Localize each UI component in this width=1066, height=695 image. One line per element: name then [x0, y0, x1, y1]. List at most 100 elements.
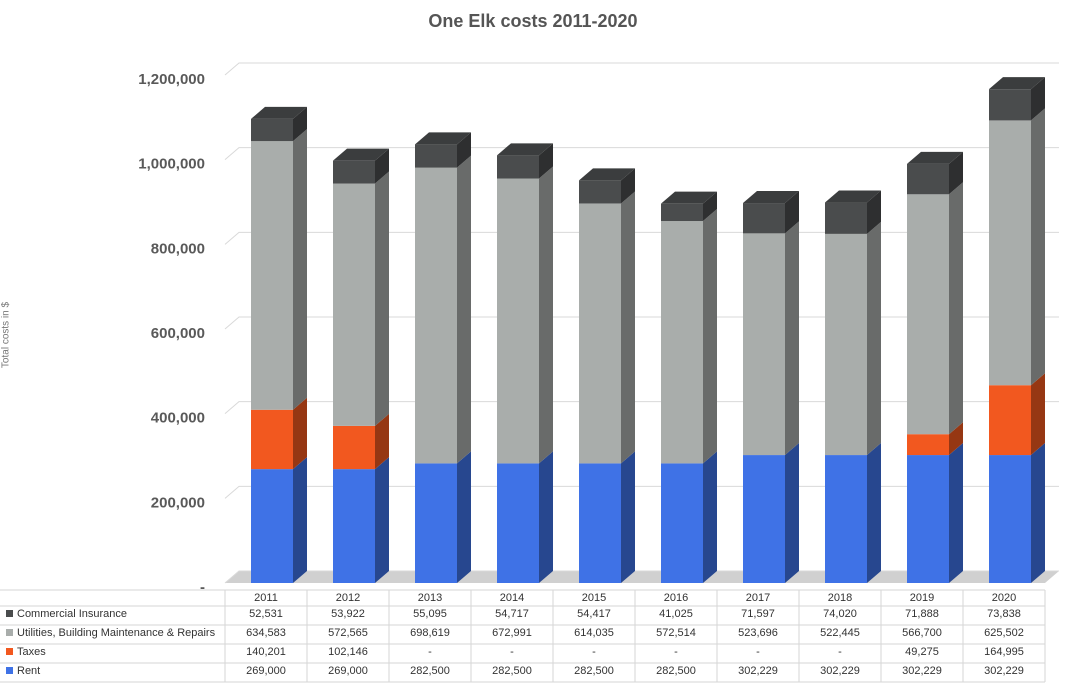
table-cell: 625,502: [984, 627, 1024, 639]
bar-side: [293, 457, 307, 583]
table-cell: 74,020: [823, 608, 857, 620]
bar-side: [293, 129, 307, 410]
bar-top: [497, 143, 553, 156]
grid-line: [224, 147, 1059, 161]
bar-side: [1031, 77, 1045, 121]
bar-side: [621, 168, 635, 204]
bar-side: [457, 451, 471, 583]
bar-top: [579, 168, 635, 181]
bar-side: [293, 397, 307, 470]
table-cell: 282,500: [656, 665, 696, 677]
x-tick-label: 2012: [336, 592, 360, 604]
table-cell: 71,888: [905, 608, 939, 620]
bar-side: [785, 221, 799, 456]
y-tick-label: 800,000: [151, 240, 205, 257]
x-tick-label: 2018: [828, 592, 852, 604]
legend-label: Rent: [17, 665, 40, 677]
bar: [579, 180, 621, 204]
y-axis-label: Total costs in $: [1, 301, 12, 368]
bar-top: [907, 151, 963, 164]
bar: [743, 233, 785, 456]
table-cell: 302,229: [902, 665, 942, 677]
bar-side: [785, 443, 799, 583]
bar-side: [539, 143, 553, 179]
bar: [989, 89, 1031, 121]
bar: [907, 163, 949, 195]
bar: [907, 194, 949, 435]
bar: [497, 178, 539, 464]
table-cell: 73,838: [987, 608, 1021, 620]
y-tick-label: 400,000: [151, 410, 205, 427]
bar: [251, 409, 293, 470]
table-cell: 572,514: [656, 627, 696, 639]
bar-side: [375, 457, 389, 583]
legend-label: Utilities, Building Maintenance & Repair…: [17, 627, 216, 639]
bar-top: [251, 106, 307, 119]
table-cell: -: [592, 646, 596, 658]
table-cell: 55,095: [413, 608, 447, 620]
bar-side: [949, 182, 963, 435]
y-tick-label: 600,000: [151, 325, 205, 342]
table-cell: 71,597: [741, 608, 775, 620]
table-cell: 282,500: [492, 665, 532, 677]
table-cell: 614,035: [574, 627, 614, 639]
bar-top: [989, 77, 1045, 90]
bar: [661, 203, 703, 222]
table-cell: 522,445: [820, 627, 860, 639]
bar: [333, 183, 375, 426]
bar-top: [743, 191, 799, 204]
bar: [415, 167, 457, 464]
bar: [907, 455, 949, 583]
bar-side: [375, 148, 389, 184]
bar: [743, 455, 785, 583]
table-cell: 698,619: [410, 627, 450, 639]
legend-swatch: [6, 629, 13, 636]
x-tick-label: 2016: [664, 592, 688, 604]
y-tick-label: 1,000,000: [138, 156, 205, 173]
bar-side: [621, 191, 635, 464]
bar: [579, 203, 621, 464]
legend-swatch: [6, 610, 13, 617]
x-tick-label: 2014: [500, 592, 524, 604]
legend-label: Taxes: [17, 646, 46, 658]
bar-side: [1031, 443, 1045, 583]
table-cell: 269,000: [328, 665, 368, 677]
table-cell: -: [756, 646, 760, 658]
table-cell: 54,717: [495, 608, 529, 620]
table-cell: 54,417: [577, 608, 611, 620]
legend-swatch: [6, 667, 13, 674]
bar: [251, 118, 293, 142]
bar: [989, 120, 1031, 386]
bar: [989, 455, 1031, 583]
bar-side: [457, 155, 471, 464]
table-cell: -: [428, 646, 432, 658]
table-cell: 672,991: [492, 627, 532, 639]
table-cell: -: [674, 646, 678, 658]
bar: [661, 463, 703, 583]
x-tick-label: 2017: [746, 592, 770, 604]
bar: [825, 202, 867, 234]
table-cell: 634,583: [246, 627, 286, 639]
bar: [989, 385, 1031, 456]
bar-side: [293, 106, 307, 142]
bar-side: [867, 443, 881, 583]
bar-side: [539, 166, 553, 464]
bar-side: [539, 451, 553, 583]
bar: [661, 221, 703, 464]
bar-side: [867, 190, 881, 234]
bar-side: [949, 422, 963, 456]
table-cell: 164,995: [984, 646, 1024, 658]
grid-line: [224, 62, 1059, 76]
table-cell: 302,229: [738, 665, 778, 677]
bar-side: [457, 132, 471, 168]
table-cell: 282,500: [574, 665, 614, 677]
table-cell: 523,696: [738, 627, 778, 639]
bar: [907, 434, 949, 456]
table-cell: 269,000: [246, 665, 286, 677]
bar-side: [621, 451, 635, 583]
bar: [333, 469, 375, 583]
x-tick-label: 2015: [582, 592, 606, 604]
bar: [743, 203, 785, 234]
chart-title: One Elk costs 2011-2020: [428, 11, 637, 31]
